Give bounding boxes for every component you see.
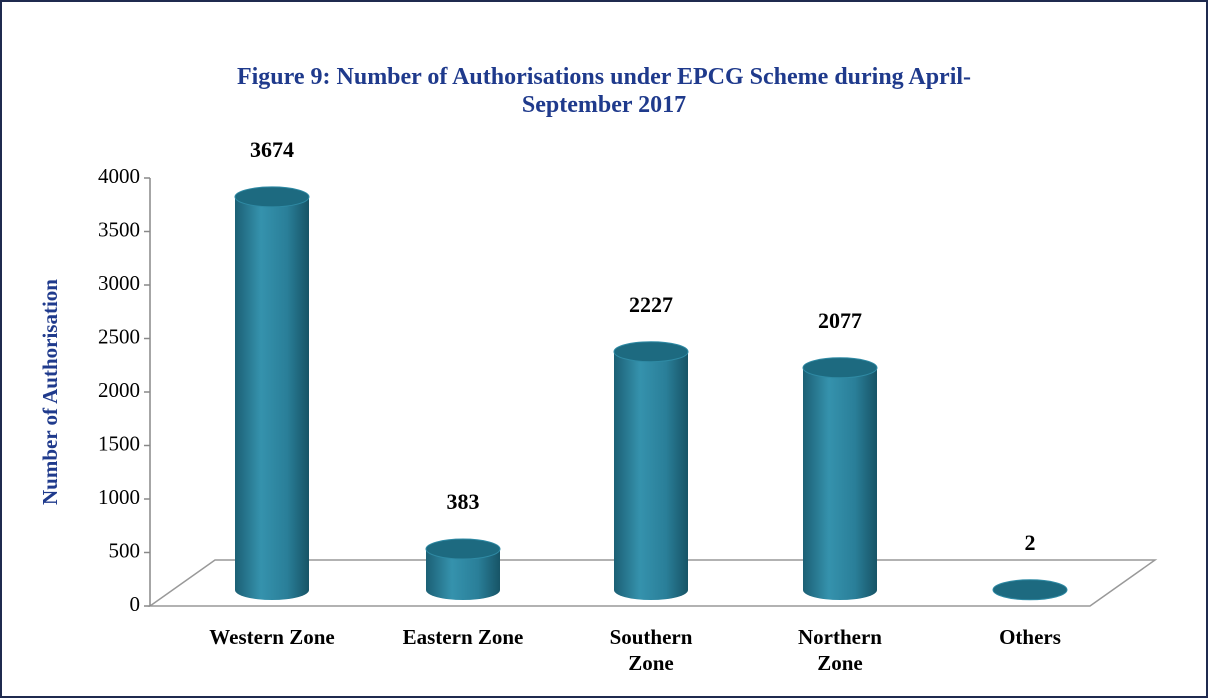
bar-top — [992, 579, 1068, 601]
y-tick-label: 2500 — [98, 324, 140, 348]
value-label: 3674 — [250, 137, 294, 162]
value-label: 2227 — [629, 292, 673, 317]
y-tick-label: 2000 — [98, 378, 140, 402]
y-tick-label: 1500 — [98, 431, 140, 455]
chart-title: September 2017 — [521, 92, 687, 118]
bar — [614, 351, 688, 600]
y-tick-label: 1000 — [98, 485, 140, 509]
y-tick-label: 500 — [109, 538, 141, 562]
value-label: 383 — [447, 489, 480, 514]
bar — [235, 196, 309, 600]
bar — [803, 367, 877, 600]
y-axis-label: Number of Authorisation — [38, 279, 62, 505]
y-tick-label: 3000 — [98, 271, 140, 295]
value-label: 2077 — [818, 308, 862, 333]
bar-top — [613, 341, 689, 363]
x-tick-label: Western Zone — [209, 625, 335, 649]
bar-top — [802, 357, 878, 379]
x-tick-label: Southern Zone — [609, 625, 693, 675]
bar-top — [234, 186, 310, 208]
bar-top — [425, 538, 501, 560]
y-tick-label: 0 — [130, 592, 141, 616]
x-tick-label: Others — [999, 625, 1061, 649]
x-tick-label: Northern Zone — [798, 625, 882, 675]
value-label: 2 — [1025, 530, 1036, 555]
y-tick-label: 4000 — [98, 164, 140, 188]
y-tick-label: 3500 — [98, 217, 140, 241]
chart-title: Figure 9: Number of Authorisations under… — [236, 64, 972, 90]
floor — [147, 559, 1158, 607]
bar — [426, 549, 500, 600]
x-tick-label: Eastern Zone — [402, 625, 524, 649]
